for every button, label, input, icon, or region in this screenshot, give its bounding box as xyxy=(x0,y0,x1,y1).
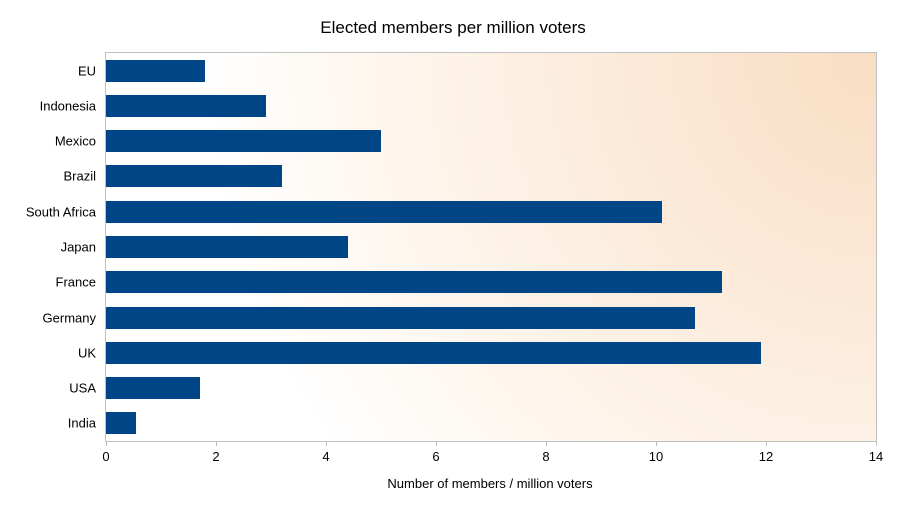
y-tick-label: UK xyxy=(78,345,96,360)
x-tick-label: 2 xyxy=(212,449,219,464)
x-tick xyxy=(546,441,547,446)
chart-title: Elected members per million voters xyxy=(0,18,906,38)
y-tick-label: South Africa xyxy=(26,204,96,219)
bar xyxy=(106,165,282,187)
bar xyxy=(106,377,200,399)
x-tick-label: 6 xyxy=(432,449,439,464)
x-tick xyxy=(436,441,437,446)
bar xyxy=(106,236,348,258)
bar xyxy=(106,271,722,293)
bar xyxy=(106,412,136,434)
y-tick-label: India xyxy=(68,416,96,431)
x-tick xyxy=(216,441,217,446)
x-tick xyxy=(766,441,767,446)
y-tick-label: EU xyxy=(78,63,96,78)
plot-area: EUIndonesiaMexicoBrazilSouth AfricaJapan… xyxy=(105,52,877,442)
x-tick-label: 14 xyxy=(869,449,883,464)
y-tick-label: Indonesia xyxy=(40,98,96,113)
bar xyxy=(106,130,381,152)
y-tick-label: Mexico xyxy=(55,134,96,149)
x-tick xyxy=(656,441,657,446)
x-tick-label: 4 xyxy=(322,449,329,464)
x-tick xyxy=(326,441,327,446)
x-tick-label: 10 xyxy=(649,449,663,464)
bar xyxy=(106,95,266,117)
x-axis-label: Number of members / million voters xyxy=(105,476,875,491)
bar xyxy=(106,201,662,223)
y-tick-label: USA xyxy=(69,381,96,396)
bar xyxy=(106,60,205,82)
chart: Elected members per million voters EUInd… xyxy=(0,0,906,510)
y-tick-label: France xyxy=(56,275,96,290)
bar xyxy=(106,307,695,329)
x-tick-label: 8 xyxy=(542,449,549,464)
y-tick-label: Brazil xyxy=(63,169,96,184)
x-tick-label: 12 xyxy=(759,449,773,464)
x-tick-label: 0 xyxy=(102,449,109,464)
y-tick-label: Japan xyxy=(61,240,96,255)
x-tick xyxy=(876,441,877,446)
y-tick-label: Germany xyxy=(43,310,96,325)
x-tick xyxy=(106,441,107,446)
bar xyxy=(106,342,761,364)
